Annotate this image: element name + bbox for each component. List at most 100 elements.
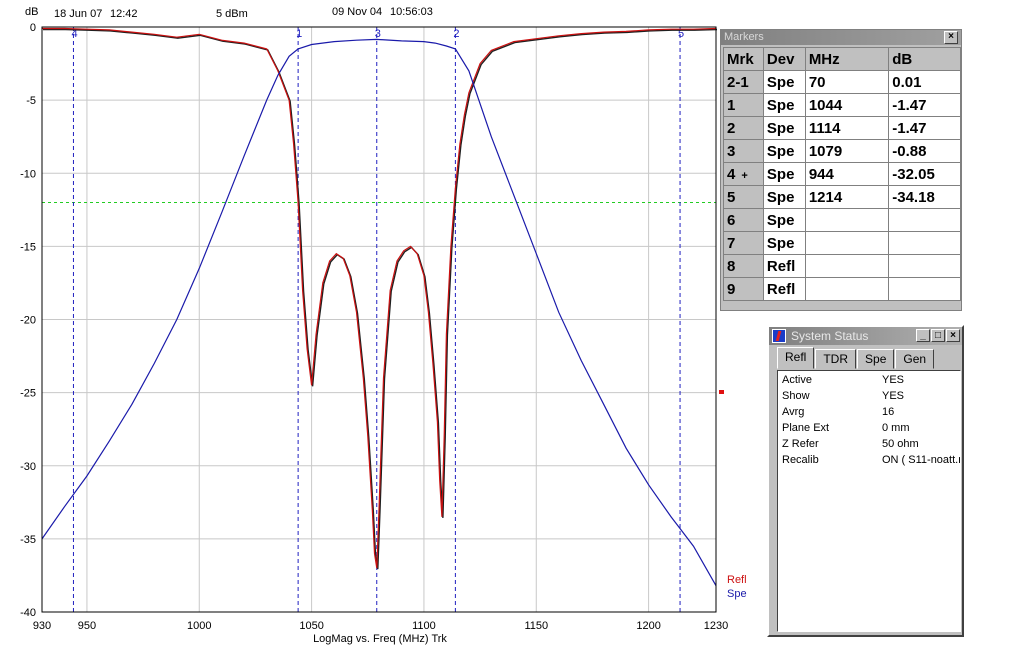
plot-frame: [41, 26, 717, 613]
marker-id-cell-text: 9: [727, 280, 736, 298]
y-tick-label: -15: [20, 241, 36, 253]
y-tick-label: -10: [20, 168, 36, 180]
tab-tdr[interactable]: TDR: [815, 349, 857, 369]
device-cell-text: Spe: [766, 73, 795, 91]
marker-id-cell: 9: [723, 277, 764, 301]
level-cell-text: 0.01: [892, 73, 922, 91]
marker-id-cell-text: 5: [727, 188, 736, 206]
marker-label-4: 4: [71, 28, 77, 40]
column-header-db[interactable]: dB: [888, 47, 961, 71]
markers-window[interactable]: Markers × Mrk Dev MHz dB 2-1 Spe 70 0.01 1 Sp…: [720, 29, 962, 311]
marker-id-cell: 3: [723, 139, 764, 163]
table-row[interactable]: 2 Spe 1114 -1.47: [723, 116, 961, 140]
table-row[interactable]: 9 Refl: [723, 277, 961, 301]
marker-id-cell-text: 2: [727, 119, 736, 137]
tab-gen[interactable]: Gen: [895, 349, 935, 369]
x-tick-label: 1200: [636, 620, 660, 632]
close-icon[interactable]: ×: [944, 31, 958, 44]
status-key: Plane Ext: [782, 422, 830, 434]
frequency-cell: [804, 231, 890, 255]
table-row[interactable]: 5 Spe 1214 -34.18: [723, 185, 961, 209]
device-cell-text: Spe: [766, 188, 795, 206]
marker-id-cell: 4 +: [723, 162, 764, 186]
series-line-refl: [42, 27, 717, 569]
marker-label-1: 1: [296, 28, 302, 40]
marker-label-2: 2: [453, 28, 459, 40]
marker-id-cell-text: 2-1: [727, 73, 749, 91]
system-status-title-bar[interactable]: System Status _ □ ×: [769, 327, 962, 345]
y-tick-label: -35: [20, 534, 36, 546]
y-tick-label: -5: [26, 95, 36, 107]
level-cell: [888, 208, 961, 232]
legend-refl: Refl: [727, 574, 747, 586]
app-icon: [772, 329, 786, 343]
frequency-cell-text: 1079: [808, 142, 843, 160]
y-tick-labels: 0 -5 -10 -15 -20 -25 -30 -35 -40: [20, 22, 36, 619]
level-cell-text: -1.47: [892, 119, 927, 137]
x-tick-label: 930: [33, 620, 51, 632]
table-row[interactable]: 6 Spe: [723, 208, 961, 232]
system-status-window[interactable]: System Status _ □ × Refl TDR Spe Gen Active…: [767, 325, 964, 637]
marker-id-cell-text: 3: [727, 142, 736, 160]
level-cell-text: -32.05: [892, 165, 935, 183]
level-cell: -1.47: [888, 116, 961, 140]
time-right: 10:56:03: [390, 6, 433, 18]
marker-id-cell: 8: [723, 254, 764, 278]
markers-title-bar[interactable]: Markers ×: [721, 30, 961, 45]
frequency-cell: 1044: [804, 93, 890, 117]
frequency-cell: [804, 208, 890, 232]
status-key: Z Refer: [782, 438, 819, 450]
frequency-cell: [804, 254, 890, 278]
series-line-spe: [41, 38, 717, 586]
status-value: 50 ohm: [882, 438, 919, 450]
frequency-cell: 1214: [804, 185, 890, 209]
device-cell: Spe: [762, 116, 806, 140]
status-value: YES: [882, 390, 905, 402]
table-row[interactable]: 1 Spe 1044 -1.47: [723, 93, 961, 117]
column-header-dev[interactable]: Dev: [762, 47, 806, 71]
device-cell: Refl: [762, 277, 806, 301]
table-row[interactable]: 2-1 Spe 70 0.01: [723, 70, 961, 94]
y-tick-label: 0: [30, 22, 36, 34]
marker-id-cell-text: 8: [727, 257, 736, 275]
marker-id-cell: 1: [723, 93, 764, 117]
active-marker-flag: +: [741, 169, 748, 182]
reference-level-marker[interactable]: [719, 390, 724, 394]
column-header-mrk[interactable]: Mrk: [723, 47, 764, 71]
device-cell: Spe: [762, 208, 806, 232]
level-cell: [888, 254, 961, 278]
maximize-icon[interactable]: □: [931, 329, 945, 342]
column-header-mhz[interactable]: MHz: [804, 47, 890, 71]
table-row[interactable]: 7 Spe: [723, 231, 961, 255]
marker-id-cell-text: 7: [727, 234, 736, 252]
time-left: 12:42: [110, 8, 138, 20]
marker-id-cell: 5: [723, 185, 764, 209]
table-header-row: Mrk Dev MHz dB: [723, 47, 961, 71]
status-value: 16: [882, 406, 895, 418]
frequency-cell: 70: [804, 70, 890, 94]
table-row[interactable]: 8 Refl: [723, 254, 961, 278]
level-cell: -32.05: [888, 162, 961, 186]
marker-lines: 4 1 3 2 5: [71, 27, 684, 612]
frequency-cell-text: 1044: [808, 96, 843, 114]
device-cell-text: Spe: [766, 142, 795, 160]
device-cell: Spe: [762, 139, 806, 163]
tab-refl[interactable]: Refl: [777, 347, 815, 369]
marker-id-cell: 6: [723, 208, 764, 232]
marker-id-cell-text: 1: [727, 96, 736, 114]
tab-spe[interactable]: Spe: [857, 349, 895, 369]
frequency-cell-text: 1214: [808, 188, 843, 206]
table-row[interactable]: 3 Spe 1079 -0.88: [723, 139, 961, 163]
series-lines: [41, 27, 718, 586]
level-cell: -0.88: [888, 139, 961, 163]
table-row[interactable]: 4 + Spe 944 -32.05: [723, 162, 961, 186]
x-tick-labels: 930 950 1000 1050 1100 1150 1200 1230: [33, 620, 728, 632]
x-tick-label: 1230: [704, 620, 728, 632]
x-axis-label: LogMag vs. Freq (MHz) Trk: [313, 633, 447, 645]
device-cell: Spe: [762, 231, 806, 255]
minimize-icon[interactable]: _: [916, 329, 930, 342]
device-cell-text: Spe: [766, 165, 795, 183]
x-tick-label: 1100: [412, 620, 436, 632]
close-icon[interactable]: ×: [946, 329, 960, 342]
